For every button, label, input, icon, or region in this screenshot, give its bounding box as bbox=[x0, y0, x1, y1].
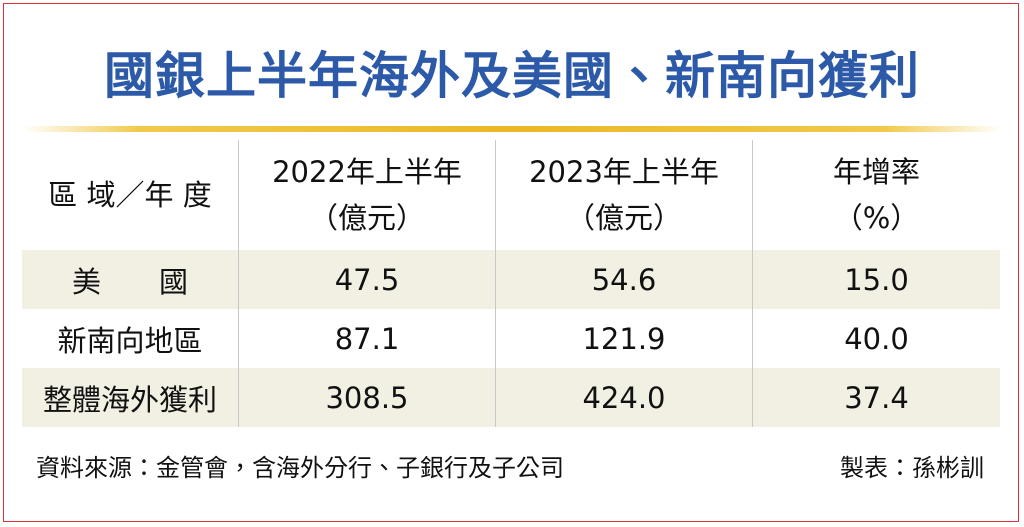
header-text: （億元） bbox=[308, 201, 425, 235]
row-label: 美 國 bbox=[71, 264, 188, 299]
row-label: 整體海外獲利 bbox=[42, 382, 217, 417]
table-cell: 54.6 bbox=[495, 250, 752, 309]
title: 國銀上半年海外及美國、新南向獲利 bbox=[104, 47, 920, 105]
table: 區 域／年 度 2022年上半年 （億元） 2023年上半年 （億元） 年增率 （%） 美 國… bbox=[22, 140, 1000, 427]
table-cell: 47.5 bbox=[238, 250, 495, 309]
table-cell: 121.9 bbox=[495, 309, 752, 368]
frame bbox=[3, 3, 1019, 522]
header-text: 區 域／年 度 bbox=[48, 178, 212, 212]
table-cell: 308.5 bbox=[238, 368, 495, 427]
header-cell: 2022年上半年 （億元） bbox=[238, 140, 495, 250]
header-text: 年增率 bbox=[832, 155, 920, 189]
divider bbox=[22, 126, 1002, 132]
table-cell: 424.0 bbox=[495, 368, 752, 427]
header-text: 2023年上半年 bbox=[529, 155, 719, 189]
table-row: 整體海外獲利 308.5 424.0 37.4 bbox=[22, 368, 1000, 427]
header-text: （億元） bbox=[565, 201, 682, 235]
table-cell: 40.0 bbox=[752, 309, 1000, 368]
table-cell: 37.4 bbox=[752, 368, 1000, 427]
header-text: （%） bbox=[833, 201, 920, 235]
table-row: 新南向地區 87.1 121.9 40.0 bbox=[22, 309, 1000, 368]
row-label: 新南向地區 bbox=[57, 323, 203, 358]
header-cell: 年增率 （%） bbox=[752, 140, 1000, 250]
header-row: 區 域／年 度 2022年上半年 （億元） 2023年上半年 （億元） 年增率 （%） bbox=[22, 140, 1000, 250]
table-row: 美 國 47.5 54.6 15.0 bbox=[22, 250, 1000, 309]
header-text: 2022年上半年 bbox=[272, 155, 462, 189]
table-cell: 87.1 bbox=[238, 309, 495, 368]
header-cell: 2023年上半年 （億元） bbox=[495, 140, 752, 250]
author-note: 製表：孫彬訓 bbox=[840, 454, 984, 482]
header-cell: 區 域／年 度 bbox=[22, 140, 238, 250]
source-note: 資料來源：金管會，含海外分行、子銀行及子公司 bbox=[36, 454, 564, 482]
table-cell: 15.0 bbox=[752, 250, 1000, 309]
